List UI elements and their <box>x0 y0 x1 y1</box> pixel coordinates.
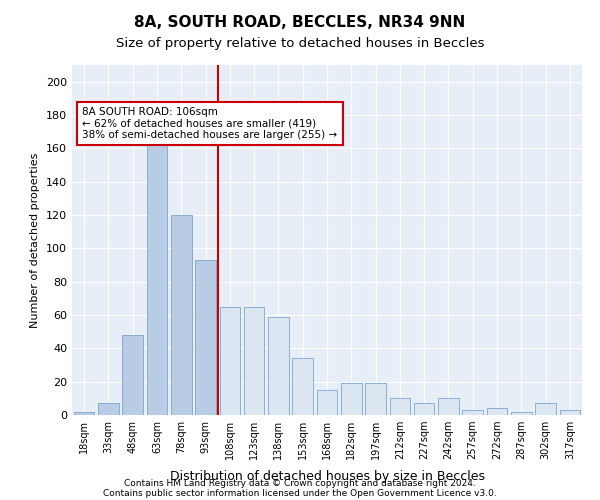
Bar <box>244 306 265 415</box>
Bar <box>487 408 508 415</box>
Bar <box>220 306 240 415</box>
Bar <box>365 384 386 415</box>
Bar <box>122 335 143 415</box>
Text: 8A, SOUTH ROAD, BECCLES, NR34 9NN: 8A, SOUTH ROAD, BECCLES, NR34 9NN <box>134 15 466 30</box>
Y-axis label: Number of detached properties: Number of detached properties <box>31 152 40 328</box>
Bar <box>292 358 313 415</box>
Text: 8A SOUTH ROAD: 106sqm
← 62% of detached houses are smaller (419)
38% of semi-det: 8A SOUTH ROAD: 106sqm ← 62% of detached … <box>82 107 337 140</box>
Bar <box>195 260 216 415</box>
Bar <box>317 390 337 415</box>
Bar <box>341 384 362 415</box>
Text: Size of property relative to detached houses in Beccles: Size of property relative to detached ho… <box>116 38 484 51</box>
Bar <box>98 404 119 415</box>
Bar <box>389 398 410 415</box>
Bar <box>511 412 532 415</box>
Bar <box>463 410 483 415</box>
Text: Contains public sector information licensed under the Open Government Licence v3: Contains public sector information licen… <box>103 488 497 498</box>
X-axis label: Distribution of detached houses by size in Beccles: Distribution of detached houses by size … <box>170 470 485 484</box>
Bar <box>268 316 289 415</box>
Bar <box>535 404 556 415</box>
Text: Contains HM Land Registry data © Crown copyright and database right 2024.: Contains HM Land Registry data © Crown c… <box>124 478 476 488</box>
Bar <box>74 412 94 415</box>
Bar <box>146 135 167 415</box>
Bar <box>414 404 434 415</box>
Bar <box>560 410 580 415</box>
Bar <box>438 398 459 415</box>
Bar <box>171 215 191 415</box>
